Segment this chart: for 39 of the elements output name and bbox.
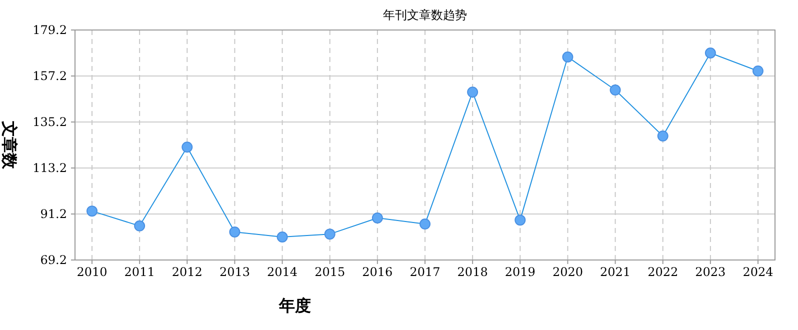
y-tick-label: 113.2 bbox=[32, 161, 67, 175]
point bbox=[229, 226, 240, 238]
x-tick-label: 2012 bbox=[172, 265, 202, 279]
x-tick-label: 2023 bbox=[695, 265, 726, 279]
point bbox=[276, 232, 288, 242]
x-tick-label: 2017 bbox=[410, 265, 440, 279]
x-tick-label: 2011 bbox=[124, 265, 155, 279]
point bbox=[182, 142, 193, 153]
y-axis-title: 文章数 bbox=[0, 120, 19, 170]
point bbox=[372, 212, 383, 224]
x-tick-label: 2021 bbox=[600, 265, 631, 279]
chart-title: 年刊文章数趋势 bbox=[383, 8, 467, 22]
point bbox=[610, 84, 621, 96]
point bbox=[324, 228, 336, 240]
point bbox=[86, 206, 98, 217]
point bbox=[657, 130, 668, 142]
x-axis-title: 年度 bbox=[278, 296, 311, 315]
y-tick-label: 179.2 bbox=[32, 23, 67, 37]
x-tick-label: 2024 bbox=[742, 265, 774, 279]
x-tick-label: 2022 bbox=[648, 265, 678, 279]
x-tick-label: 2014 bbox=[267, 265, 298, 279]
x-tick-label: 2020 bbox=[552, 265, 583, 279]
y-tick-label: 157.2 bbox=[32, 69, 67, 83]
point bbox=[514, 214, 526, 226]
x-tick-label: 2018 bbox=[457, 265, 488, 279]
y-tick-label: 135.2 bbox=[32, 115, 67, 129]
x-tick-label: 2013 bbox=[219, 265, 250, 279]
y-tick-label: 69.2 bbox=[40, 253, 67, 267]
point bbox=[420, 218, 430, 230]
x-tick-label: 2019 bbox=[504, 265, 536, 279]
point bbox=[704, 48, 716, 58]
point bbox=[134, 220, 146, 232]
x-tick-label: 2015 bbox=[314, 265, 346, 279]
y-tick-label: 91.2 bbox=[40, 207, 67, 221]
point bbox=[467, 86, 478, 98]
x-tick-label: 2010 bbox=[76, 265, 108, 279]
point bbox=[562, 51, 574, 62]
x-tick-label: 2016 bbox=[362, 265, 393, 279]
point bbox=[752, 65, 764, 76]
